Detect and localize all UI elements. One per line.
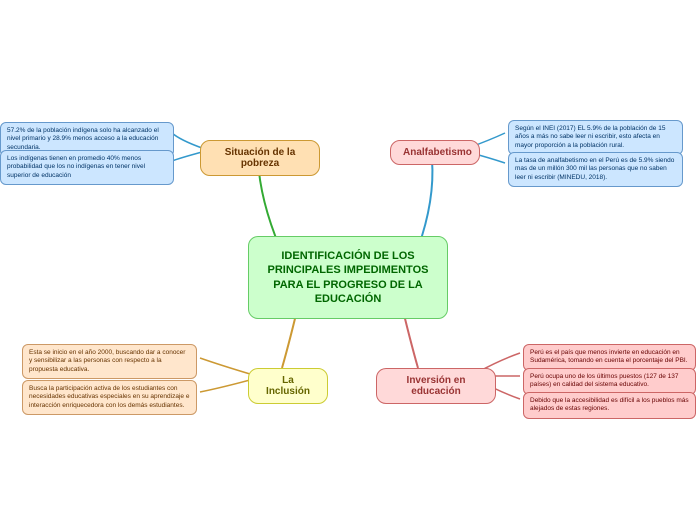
branch-inclusion-label: La Inclusión	[266, 375, 310, 397]
branch-pobreza-label: Situación de la pobreza	[225, 147, 296, 169]
leaf-inclusion-0: Esta se inicio en el año 2000, buscando …	[22, 344, 197, 379]
branch-pobreza: Situación de la pobreza	[200, 140, 320, 176]
leaf-pobreza-1: Los indígenas tienen en promedio 40% men…	[0, 150, 174, 185]
branch-inclusion: La Inclusión	[248, 368, 328, 404]
leaf-inversion-2: Debido que la accesibilidad es difícil a…	[523, 392, 696, 419]
branch-inversion: Inversión en educación	[376, 368, 496, 404]
branch-analfabetismo-label: Analfabetismo	[403, 147, 472, 158]
leaf-inclusion-1: Busca la participación activa de los est…	[22, 380, 197, 415]
center-node: IDENTIFICACIÓN DE LOS PRINCIPALES IMPEDI…	[248, 236, 448, 319]
center-title: IDENTIFICACIÓN DE LOS PRINCIPALES IMPEDI…	[268, 250, 429, 305]
branch-inversion-label: Inversión en educación	[407, 375, 466, 397]
leaf-analfabetismo-1: La tasa de analfabetismo en el Perú es d…	[508, 152, 683, 187]
leaf-inversion-0: Perú es el país que menos invierte en ed…	[523, 344, 696, 371]
leaf-inversion-1: Perú ocupa uno de los últimos puestos (1…	[523, 368, 696, 395]
branch-analfabetismo: Analfabetismo	[390, 140, 480, 165]
leaf-analfabetismo-0: Según el INEI (2017) EL 5.9% de la pobla…	[508, 120, 683, 155]
